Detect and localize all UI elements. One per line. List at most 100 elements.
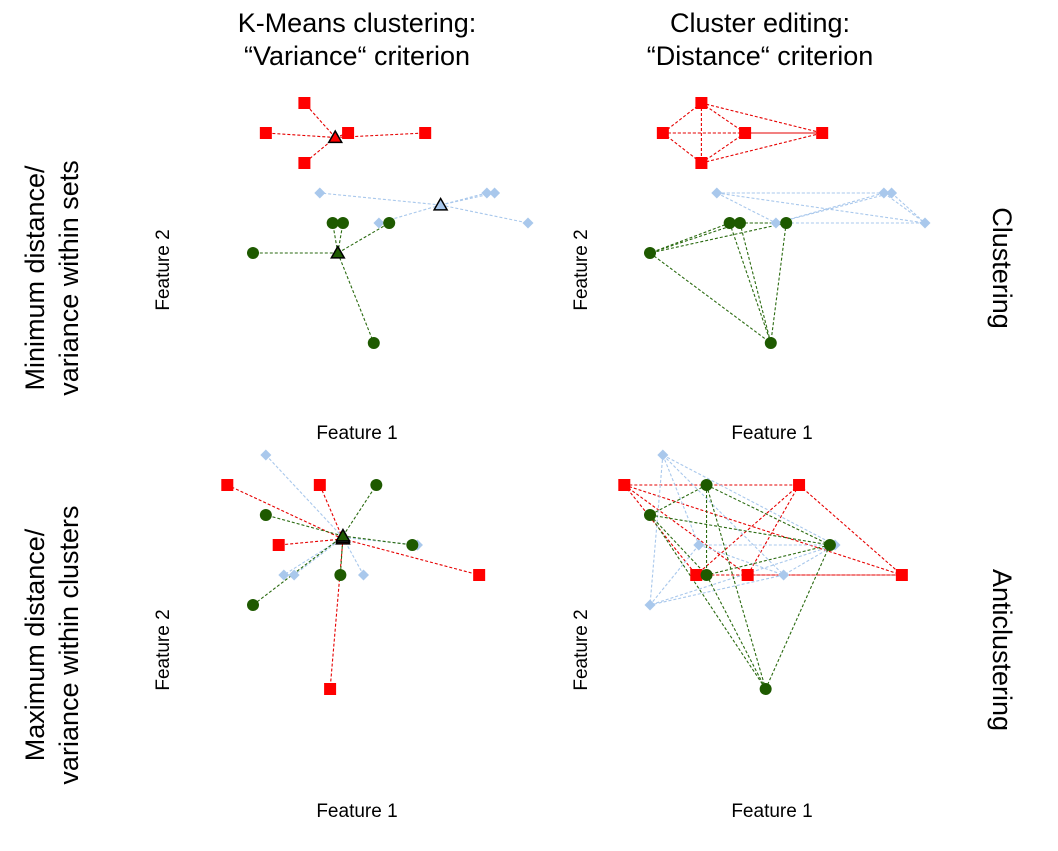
green-pair-edge: [765, 544, 831, 690]
red-pair-edge: [695, 484, 800, 576]
red-centroid-edge: [278, 538, 344, 546]
red-square-point: [221, 479, 234, 491]
xlabel-top-left: Feature 1: [316, 423, 397, 444]
red-square-point: [298, 97, 311, 109]
red-square-point: [419, 127, 432, 139]
row-label-bottom: Maximum distance/ variance within cluste…: [20, 505, 84, 784]
green-circle-point: [764, 337, 777, 349]
red-pair-edge: [701, 102, 823, 134]
red-pair-edge: [701, 132, 746, 164]
red-centroid-edge: [227, 484, 344, 540]
green-pair-edge: [706, 574, 767, 690]
red-square-point: [342, 127, 355, 139]
side-label-anticlustering: Anticlustering: [987, 569, 1017, 731]
green-pair-edge: [649, 514, 767, 690]
red-square-point: [895, 569, 908, 581]
blue-centroid-edge: [319, 192, 441, 206]
green-circle-point: [334, 569, 347, 581]
green-pair-edge: [649, 252, 772, 344]
red-pair-edge: [624, 484, 903, 576]
blue-centroid-edge: [440, 204, 529, 224]
blue-diamond-point: [770, 217, 782, 229]
side-label-clustering: Clustering: [987, 207, 1017, 329]
blue-diamond-point: [481, 187, 493, 199]
red-pair-edge: [623, 484, 748, 576]
red-square-point: [618, 479, 631, 491]
red-square-point: [473, 569, 486, 581]
blue-centroid-triangle: [432, 196, 449, 211]
edges: [623, 454, 903, 690]
red-square-point: [313, 479, 326, 491]
green-pair-edge: [649, 484, 707, 516]
red-square-point: [259, 127, 272, 139]
red-centroid-edge: [303, 102, 336, 138]
blue-pair-edge: [662, 454, 836, 546]
red-square-point: [695, 97, 708, 109]
red-square-point: [695, 157, 708, 169]
green-circle-point: [370, 479, 383, 491]
green-circle-point: [247, 599, 259, 611]
green-circle-point: [247, 247, 259, 259]
green-circle-point: [259, 509, 272, 521]
red-square-point: [741, 569, 754, 581]
blue-diamond-point: [278, 569, 290, 581]
blue-diamond-point: [886, 187, 898, 199]
ylabel-bottom-left: Feature 2: [153, 609, 174, 690]
col-title-kmeans-line2: “Variance“ criterion: [244, 41, 470, 71]
panel-kmeans-anticlustering: [221, 449, 486, 695]
green-centroid-edge: [342, 535, 413, 546]
xlabel-bottom-left: Feature 1: [316, 801, 397, 822]
panel-kmeans-clustering: [247, 97, 534, 349]
blue-centroid-edge: [265, 454, 344, 538]
edges: [227, 454, 480, 690]
green-centroid-triangle: [330, 244, 346, 259]
blue-pair-edge: [775, 192, 892, 224]
green-circle-point: [644, 509, 656, 521]
points: [644, 97, 931, 349]
green-centroid-triangle: [335, 527, 351, 542]
blue-pair-edge: [716, 192, 926, 224]
red-square-point: [690, 569, 703, 581]
green-circle-point: [406, 539, 419, 551]
blue-diamond-point: [260, 449, 272, 461]
points: [247, 97, 534, 349]
red-pair-edge: [701, 102, 746, 134]
green-circle-point: [644, 247, 656, 259]
col-title-editing-line2: “Distance“ criterion: [647, 41, 874, 71]
red-centroid-triangle: [327, 129, 344, 144]
blue-diamond-point: [693, 539, 705, 551]
blue-diamond-point: [919, 217, 931, 229]
green-circle-point: [326, 217, 339, 229]
green-circle-point: [723, 217, 736, 229]
red-square-point: [272, 539, 285, 551]
red-pair-edge: [662, 102, 702, 134]
points: [221, 449, 486, 695]
xlabel-top-right: Feature 1: [731, 423, 812, 444]
ylabel-top-left: Feature 2: [153, 229, 174, 310]
blue-centroid-edge: [378, 204, 441, 224]
green-pair-edge: [770, 222, 787, 344]
col-title-kmeans-line1: K-Means clustering:: [238, 8, 477, 38]
green-circle-point: [780, 217, 793, 229]
blue-diamond-point: [522, 217, 534, 229]
red-centroid-edge: [265, 132, 336, 139]
blue-pair-edge: [891, 192, 926, 224]
centroids: [327, 129, 449, 259]
row-label-top: Minimum distance/ variance within sets: [20, 160, 84, 396]
blue-pair-edge: [649, 454, 664, 606]
blue-centroid-edge: [293, 537, 344, 576]
blue-pair-edge: [662, 454, 785, 576]
green-circle-point: [759, 683, 772, 695]
red-centroid-edge: [329, 538, 344, 690]
green-circle-point: [700, 569, 713, 581]
centroids: [335, 527, 351, 545]
blue-pair-edge: [662, 454, 700, 546]
red-square-point: [793, 479, 806, 491]
blue-diamond-point: [657, 449, 669, 461]
row-label-bottom-line2: variance within clusters: [54, 505, 84, 784]
col-title-editing-line1: Cluster editing:: [670, 8, 850, 38]
row-label-bottom-line1: Maximum distance/: [20, 528, 50, 761]
points: [618, 449, 908, 695]
blue-pair-edge: [775, 192, 885, 224]
xlabel-bottom-right: Feature 1: [731, 801, 812, 822]
